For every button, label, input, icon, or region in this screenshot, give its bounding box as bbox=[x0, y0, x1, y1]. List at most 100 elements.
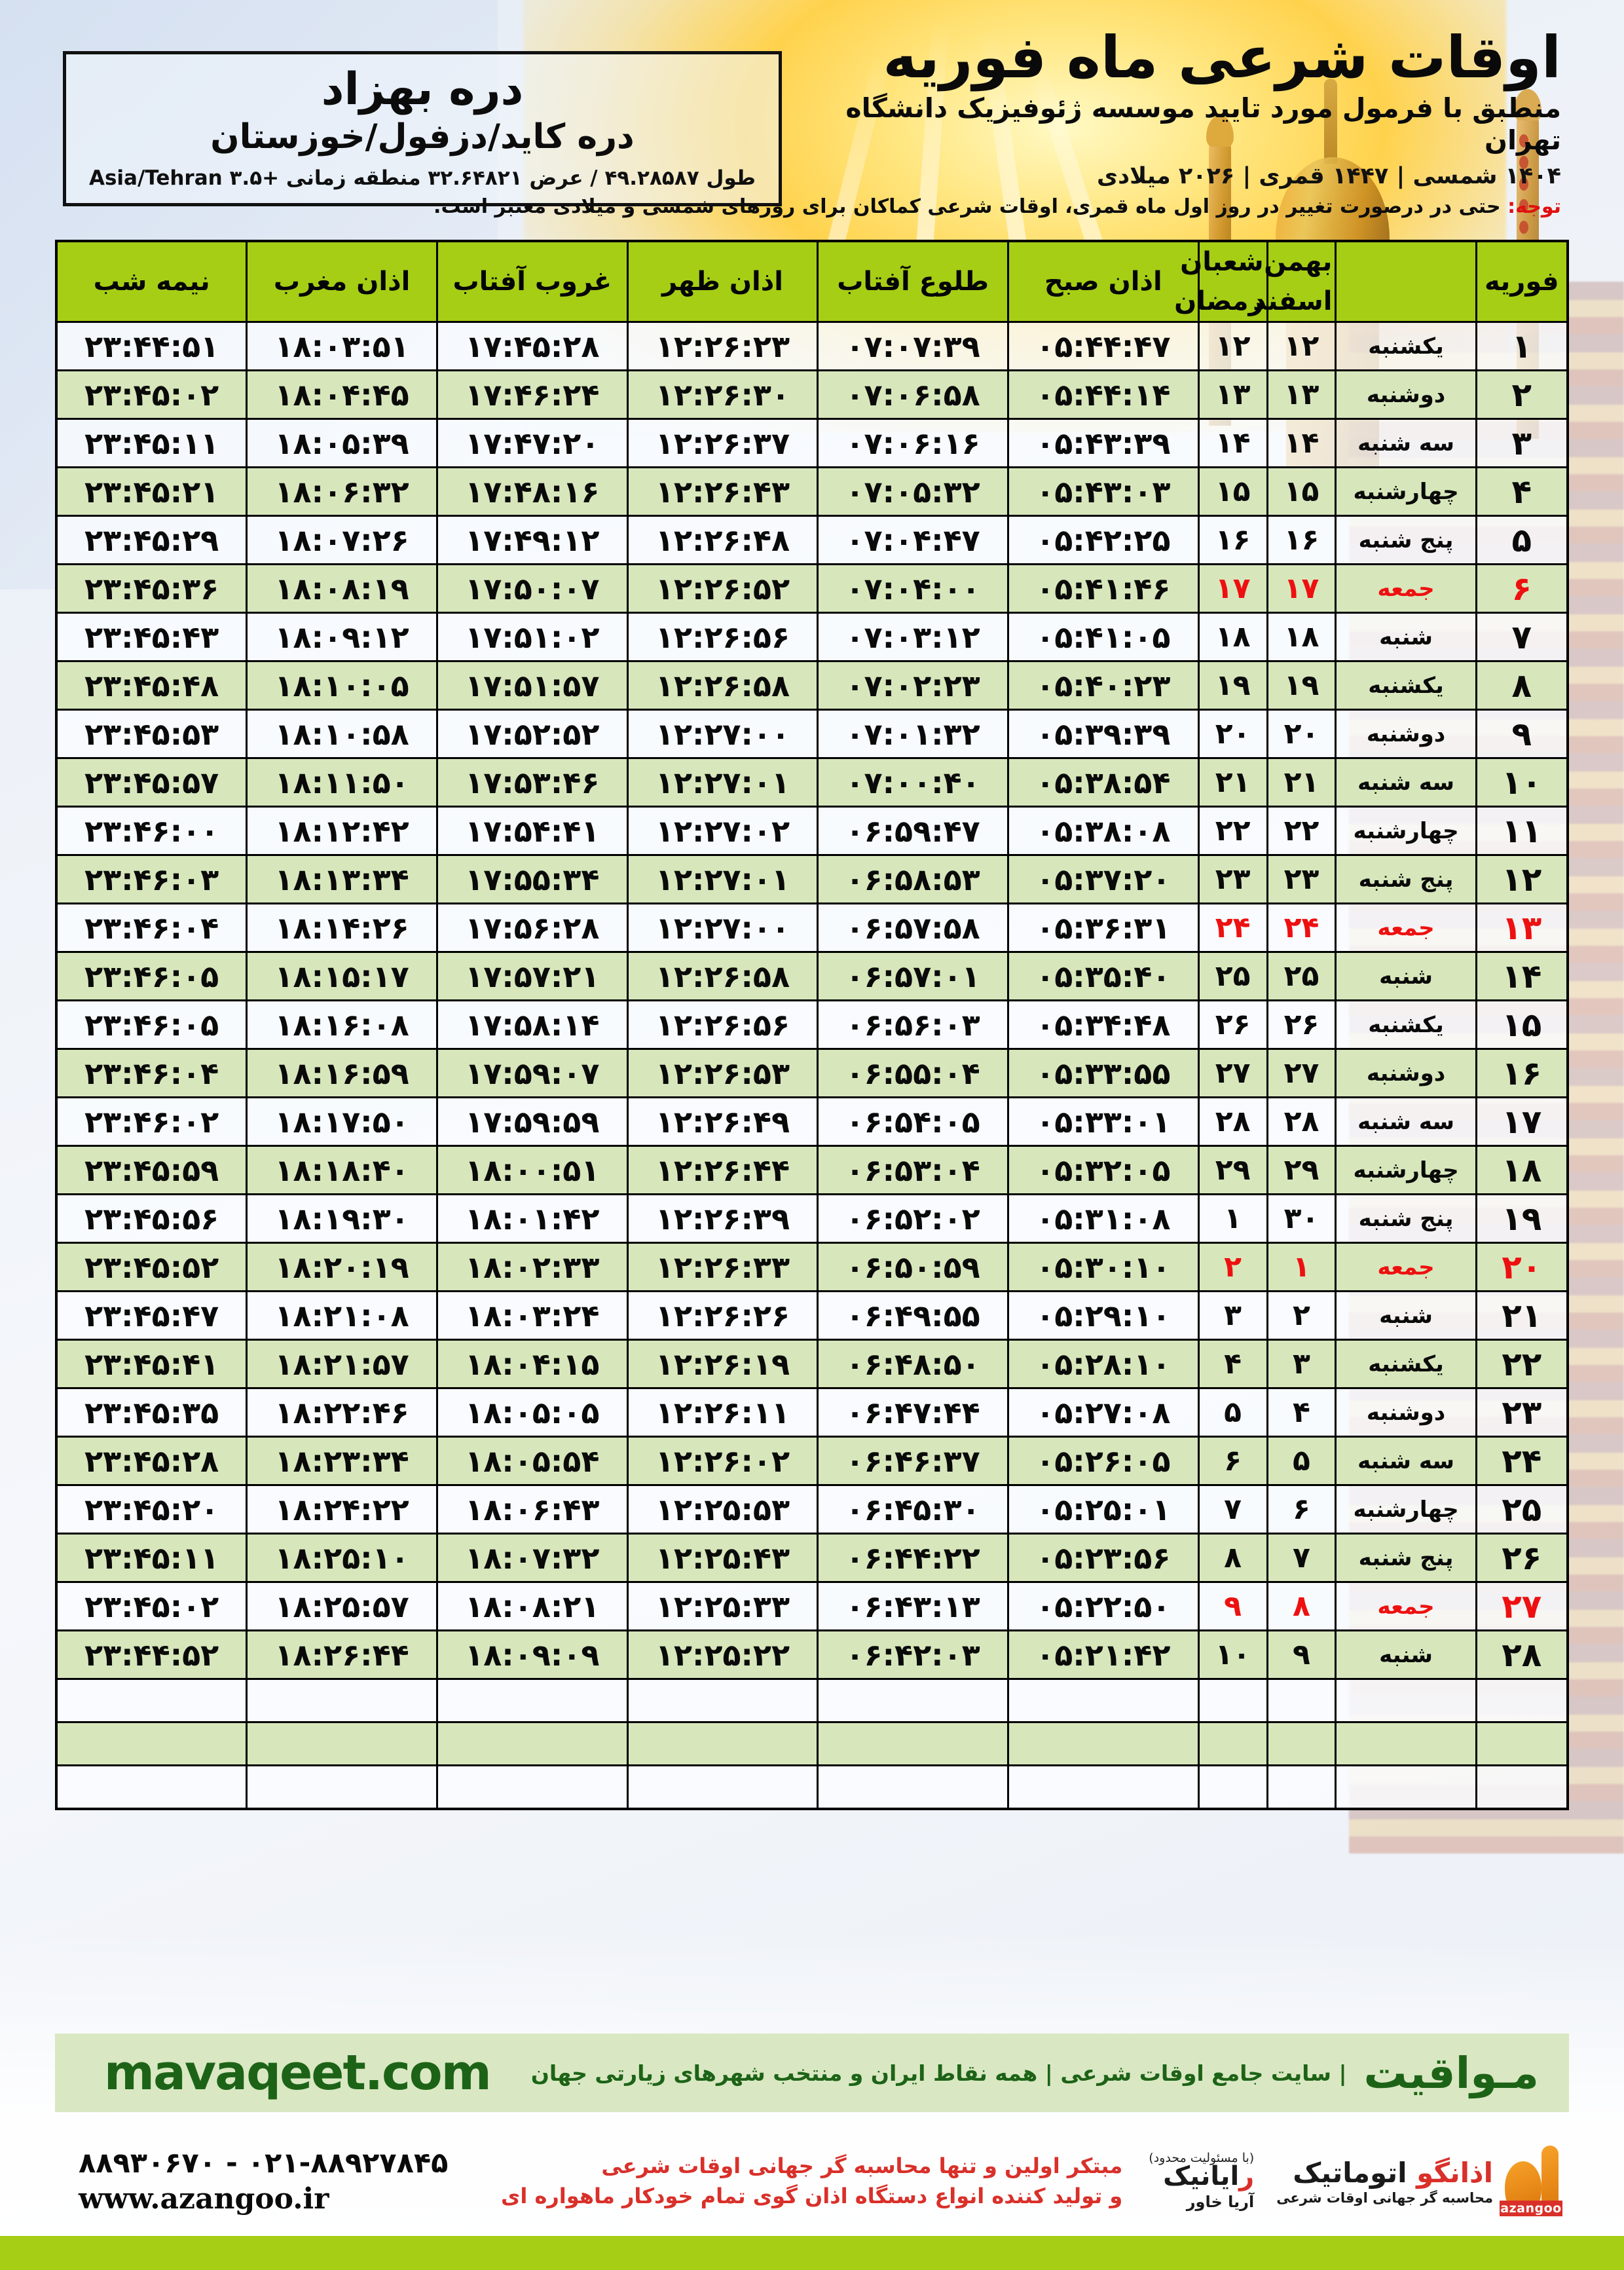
table-row: ۷ شنبه ۱۸ ۱۸ ۰۵:۴۱:۰۵ ۰۷:۰۳:۱۲ ۱۲:۲۶:۵۶ ۱۷:۵۱:۰… bbox=[55, 612, 1569, 662]
sunrise-time-cell: ۰۶:۴۸:۵۰ bbox=[817, 1339, 1009, 1389]
dhuhr-time-cell: ۱۲:۲۶:۱۱ bbox=[626, 1387, 819, 1438]
maghrib-time-cell: ۱۸:۱۰:۰۵ bbox=[246, 660, 438, 711]
bottom-footer: azangoo اذانگو اتوماتیک محاسبه گر جهانی … bbox=[55, 2129, 1569, 2233]
th-weekday bbox=[1335, 240, 1477, 323]
solar-date-cell: ۲۹ bbox=[1266, 1145, 1337, 1195]
sunrise-time-cell: ۰۶:۵۳:۰۴ bbox=[817, 1145, 1009, 1195]
midnight-time-cell: ۲۳:۴۵:۱۱ bbox=[55, 418, 248, 468]
disclaimer-note: توجه: حتی در درصورت تغییر در روز اول ماه… bbox=[63, 195, 1561, 218]
dhuhr-time-cell: ۱۲:۲۶:۵۸ bbox=[626, 951, 819, 1001]
day-number-cell: ۱۷ bbox=[1475, 1096, 1569, 1147]
table-header-row: فوریه بهمن اسفند شعبان رمضان اذان صبح طل… bbox=[55, 240, 1569, 323]
empty-cell bbox=[1006, 1721, 1200, 1766]
fajr-time-cell: ۰۵:۲۹:۱۰ bbox=[1006, 1290, 1200, 1341]
day-number-cell: ۲۴ bbox=[1475, 1436, 1569, 1486]
weekday-cell: شنبه bbox=[1335, 1629, 1477, 1680]
fajr-time-cell: ۰۵:۲۸:۱۰ bbox=[1006, 1339, 1200, 1389]
note-text: حتی در درصورت تغییر در روز اول ماه قمری،… bbox=[434, 195, 1501, 218]
day-number-cell: ۷ bbox=[1475, 612, 1569, 662]
fajr-time-cell: ۰۵:۳۰:۱۰ bbox=[1006, 1242, 1200, 1292]
dhuhr-time-cell: ۱۲:۲۵:۳۳ bbox=[626, 1581, 819, 1631]
empty-cell bbox=[55, 1764, 248, 1810]
rayanik-logo[interactable]: (با مسئولیت محدود) رایانیک آریا خاور bbox=[1149, 2151, 1255, 2211]
sunrise-time-cell: ۰۶:۴۴:۲۲ bbox=[817, 1533, 1009, 1583]
midnight-time-cell: ۲۳:۴۵:۳۶ bbox=[55, 563, 248, 614]
day-number-cell: ۱ bbox=[1475, 321, 1569, 371]
dhuhr-time-cell: ۱۲:۲۶:۳۷ bbox=[626, 418, 819, 468]
solar-date-cell: ۲۶ bbox=[1266, 999, 1337, 1050]
day-number-cell: ۱۲ bbox=[1475, 854, 1569, 904]
solar-date-cell: ۱۵ bbox=[1266, 466, 1337, 517]
sunset-time-cell: ۱۷:۵۳:۴۶ bbox=[435, 757, 629, 808]
prayer-times-table-container: فوریه بهمن اسفند شعبان رمضان اذان صبح طل… bbox=[55, 240, 1569, 1810]
phone-number[interactable]: ۰۲۱-۸۸۹۲۷۸۴۵ - ۸۸۹۳۰۶۷۰ bbox=[79, 2146, 449, 2180]
page-subtitle: منطبق با فرمول مورد تایید موسسه ژئوفیزیک… bbox=[845, 92, 1561, 157]
day-number-cell: ۱۳ bbox=[1475, 902, 1569, 953]
solar-date-cell: ۲۴ bbox=[1266, 902, 1337, 953]
weekday-cell: شنبه bbox=[1335, 951, 1477, 1001]
midnight-time-cell: ۲۳:۴۵:۳۵ bbox=[55, 1387, 248, 1438]
fajr-time-cell: ۰۵:۴۴:۱۴ bbox=[1006, 369, 1200, 420]
fajr-time-cell: ۰۵:۲۵:۰۱ bbox=[1006, 1484, 1200, 1535]
th-solar-month: بهمن اسفند bbox=[1253, 240, 1337, 323]
solar-date-cell: ۱۷ bbox=[1266, 563, 1337, 614]
midnight-time-cell: ۲۳:۴۵:۴۳ bbox=[55, 612, 248, 662]
table-row: ۱۳ جمعه ۲۴ ۲۴ ۰۵:۳۶:۳۱ ۰۶:۵۷:۵۸ ۱۲:۲۷:۰۰ ۱۷:۵۶:… bbox=[55, 902, 1569, 953]
weekday-cell: پنج شنبه bbox=[1335, 1533, 1477, 1583]
midnight-time-cell: ۲۳:۴۵:۴۸ bbox=[55, 660, 248, 711]
bead-decor bbox=[1519, 134, 1528, 147]
solar-date-cell: ۲۰ bbox=[1266, 709, 1337, 759]
table-row: ۱۷ سه شنبه ۲۸ ۲۸ ۰۵:۳۳:۰۱ ۰۶:۵۴:۰۵ ۱۲:۲۶:۴۹ ۱۷:… bbox=[55, 1096, 1569, 1147]
sunset-time-cell: ۱۸:۰۱:۴۲ bbox=[435, 1193, 629, 1244]
table-row: ۱۵ یکشنبه ۲۶ ۲۶ ۰۵:۳۴:۴۸ ۰۶:۵۶:۰۳ ۱۲:۲۶:۵۶ ۱۷:۵… bbox=[55, 999, 1569, 1050]
day-number-cell: ۸ bbox=[1475, 660, 1569, 711]
weekday-cell: شنبه bbox=[1335, 612, 1477, 662]
mosque-minaret-icon bbox=[1541, 2146, 1559, 2202]
empty-cell bbox=[1266, 1678, 1337, 1723]
mavaqeet-tagline: | سایت جامع اوقات شرعی | همه نقاط ایران … bbox=[530, 2060, 1347, 2086]
sunset-time-cell: ۱۷:۵۱:۵۷ bbox=[435, 660, 629, 711]
empty-cell bbox=[1006, 1764, 1200, 1810]
table-row: ۲۰ جمعه ۱ ۲ ۰۵:۳۰:۱۰ ۰۶:۵۰:۵۹ ۱۲:۲۶:۳۳ ۱۸:۰۲:۳۳… bbox=[55, 1242, 1569, 1292]
day-number-cell: ۱۰ bbox=[1475, 757, 1569, 808]
weekday-cell: یکشنبه bbox=[1335, 321, 1477, 371]
sunrise-time-cell: ۰۶:۵۷:۵۸ bbox=[817, 902, 1009, 953]
sunrise-time-cell: ۰۷:۰۷:۳۹ bbox=[817, 321, 1009, 371]
location-info-box: دره بهزاد دره کاید/دزفول/خوزستان طول ۴۹.… bbox=[63, 51, 782, 207]
weekday-cell: پنج شنبه bbox=[1335, 1193, 1477, 1244]
sunrise-time-cell: ۰۷:۰۳:۱۲ bbox=[817, 612, 1009, 662]
fajr-time-cell: ۰۵:۴۳:۰۳ bbox=[1006, 466, 1200, 517]
midnight-time-cell: ۲۳:۴۶:۰۲ bbox=[55, 1096, 248, 1147]
bottom-accent-bar bbox=[0, 2236, 1624, 2270]
weekday-cell: چهارشنبه bbox=[1335, 1484, 1477, 1535]
dhuhr-time-cell: ۱۲:۲۶:۲۳ bbox=[626, 321, 819, 371]
dhuhr-time-cell: ۱۲:۲۶:۵۶ bbox=[626, 999, 819, 1050]
maghrib-time-cell: ۱۸:۰۳:۵۱ bbox=[246, 321, 438, 371]
midnight-time-cell: ۲۳:۴۵:۵۷ bbox=[55, 757, 248, 808]
sunset-time-cell: ۱۸:۰۴:۱۵ bbox=[435, 1339, 629, 1389]
website-url[interactable]: www.azangoo.ir bbox=[79, 2182, 329, 2216]
page-title: اوقات شرعی ماه فوریه bbox=[883, 24, 1562, 91]
empty-cell bbox=[626, 1721, 819, 1766]
table-row: ۲۴ سه شنبه ۵ ۶ ۰۵:۲۶:۰۵ ۰۶:۴۶:۳۷ ۱۲:۲۶:۰۲ ۱۸:۰۵… bbox=[55, 1436, 1569, 1486]
solar-date-cell: ۱۴ bbox=[1266, 418, 1337, 468]
table-row: ۲۳ دوشنبه ۴ ۵ ۰۵:۲۷:۰۸ ۰۶:۴۷:۴۴ ۱۲:۲۶:۱۱ ۱۸:۰۵:… bbox=[55, 1387, 1569, 1438]
dhuhr-time-cell: ۱۲:۲۵:۲۲ bbox=[626, 1629, 819, 1680]
hijri-date-cell: ۲۰ bbox=[1197, 709, 1268, 759]
midnight-time-cell: ۲۳:۴۵:۲۱ bbox=[55, 466, 248, 517]
dhuhr-time-cell: ۱۲:۲۶:۴۴ bbox=[626, 1145, 819, 1195]
hijri-date-cell: ۳ bbox=[1197, 1290, 1268, 1341]
hijri-date-cell: ۲۱ bbox=[1197, 757, 1268, 808]
sunrise-time-cell: ۰۶:۵۶:۰۳ bbox=[817, 999, 1009, 1050]
partner-logos: azangoo اذانگو اتوماتیک محاسبه گر جهانی … bbox=[1149, 2146, 1569, 2216]
mosque-icon: azangoo bbox=[1500, 2146, 1562, 2216]
fajr-time-cell: ۰۵:۲۷:۰۸ bbox=[1006, 1387, 1200, 1438]
weekday-cell: شنبه bbox=[1335, 1290, 1477, 1341]
azangoo-logo[interactable]: azangoo اذانگو اتوماتیک محاسبه گر جهانی … bbox=[1276, 2146, 1562, 2216]
fajr-time-cell: ۰۵:۳۳:۵۵ bbox=[1006, 1048, 1200, 1098]
weekday-cell: پنج شنبه bbox=[1335, 854, 1477, 904]
hijri-date-cell: ۱۸ bbox=[1197, 612, 1268, 662]
mavaqeet-domain[interactable]: mavaqeet.com bbox=[103, 2045, 492, 2101]
sunset-time-cell: ۱۸:۰۳:۲۴ bbox=[435, 1290, 629, 1341]
table-row: ۲۵ چهارشنبه ۶ ۷ ۰۵:۲۵:۰۱ ۰۶:۴۵:۳۰ ۱۲:۲۵:۵۳ ۱۸:۰… bbox=[55, 1484, 1569, 1535]
